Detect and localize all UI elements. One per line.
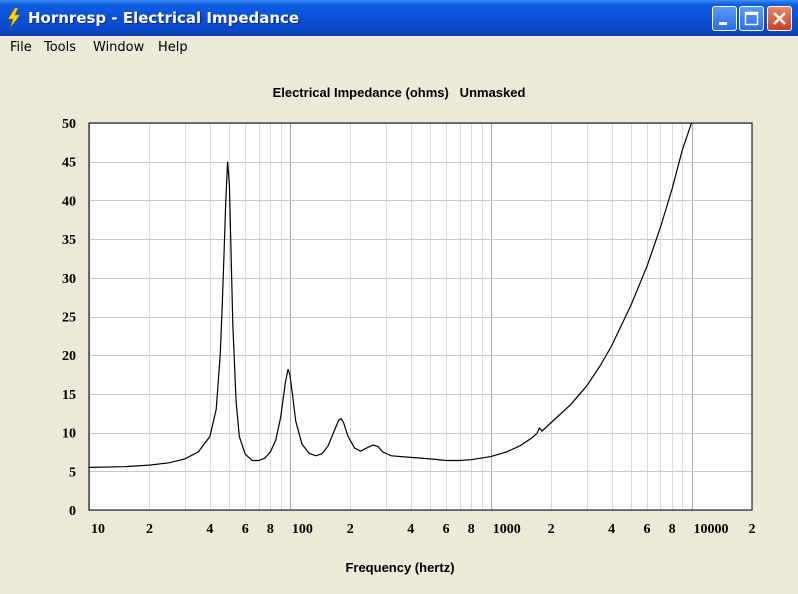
- x-tick-label: 8: [267, 522, 274, 537]
- impedance-curve: [88, 122, 693, 468]
- x-tick-label: 4: [407, 522, 414, 537]
- menu-help[interactable]: Help: [158, 40, 188, 55]
- y-tick-label: 25: [62, 311, 76, 326]
- y-tick-label: 0: [69, 504, 76, 519]
- y-tick-label: 20: [62, 349, 76, 364]
- plot-frame: [88, 122, 753, 511]
- maximize-button[interactable]: [739, 6, 764, 31]
- x-tick-label: 2: [749, 522, 756, 537]
- x-tick-label: 2: [146, 522, 153, 537]
- chart-title: Electrical Impedance (ohms) Unmasked: [273, 85, 526, 100]
- y-tick-label: 35: [62, 233, 76, 248]
- menu-window[interactable]: Window: [93, 40, 145, 55]
- lightning-app-icon: [6, 7, 22, 32]
- close-button[interactable]: [767, 6, 792, 31]
- y-axis-labels: 0 5 10 15 20 25 30 35 40 45 50: [62, 117, 76, 519]
- x-axis-label: Frequency (hertz): [345, 560, 454, 575]
- menu-tools[interactable]: Tools: [44, 40, 77, 55]
- x-tick-label: 10000: [694, 522, 729, 537]
- maximize-icon: [744, 11, 759, 26]
- y-tick-label: 45: [62, 156, 76, 171]
- minimize-button[interactable]: [712, 6, 737, 31]
- y-tick-label: 5: [69, 465, 76, 480]
- x-tick-label: 8: [468, 522, 475, 537]
- y-tick-label: 40: [62, 194, 76, 209]
- close-icon: [773, 12, 786, 25]
- impedance-chart: Electrical Impedance (ohms) Unmasked 0 5 1…: [62, 85, 756, 575]
- x-tick-label: 10: [91, 522, 105, 537]
- x-tick-label: 2: [347, 522, 354, 537]
- x-axis-labels: 10 2 4 6 8 100 2 4 6 8 1000 2 4 6 8 10000 2: [91, 522, 756, 537]
- menu-bar: File Tools Window Help: [0, 36, 798, 58]
- x-tick-label: 6: [643, 522, 650, 537]
- x-tick-label: 100: [292, 522, 313, 537]
- y-tick-label: 30: [62, 272, 76, 287]
- y-tick-label: 15: [62, 388, 76, 403]
- x-tick-label: 6: [242, 522, 249, 537]
- minimize-icon: [719, 22, 727, 25]
- x-tick-label: 8: [669, 522, 676, 537]
- x-tick-label: 4: [206, 522, 213, 537]
- plot-area: [89, 123, 752, 510]
- x-tick-label: 6: [443, 522, 450, 537]
- y-tick-label: 10: [62, 427, 76, 442]
- x-tick-label: 4: [608, 522, 615, 537]
- y-tick-label: 50: [62, 117, 76, 132]
- window-title: Hornresp - Electrical Impedance: [28, 9, 300, 27]
- x-tick-label: 2: [548, 522, 555, 537]
- x-tick-label: 1000: [493, 522, 521, 537]
- menu-file[interactable]: File: [10, 40, 32, 55]
- title-bar[interactable]: Hornresp - Electrical Impedance: [0, 0, 798, 36]
- grid: [89, 123, 753, 511]
